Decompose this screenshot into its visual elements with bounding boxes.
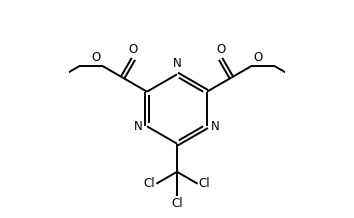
Text: O: O — [91, 51, 100, 64]
Text: Cl: Cl — [199, 177, 210, 190]
Text: O: O — [216, 43, 225, 56]
Text: Cl: Cl — [171, 197, 183, 210]
Text: N: N — [134, 120, 143, 133]
Text: O: O — [254, 51, 263, 64]
Text: N: N — [173, 58, 181, 70]
Text: N: N — [211, 120, 220, 133]
Text: Cl: Cl — [144, 177, 155, 190]
Text: O: O — [129, 43, 138, 56]
